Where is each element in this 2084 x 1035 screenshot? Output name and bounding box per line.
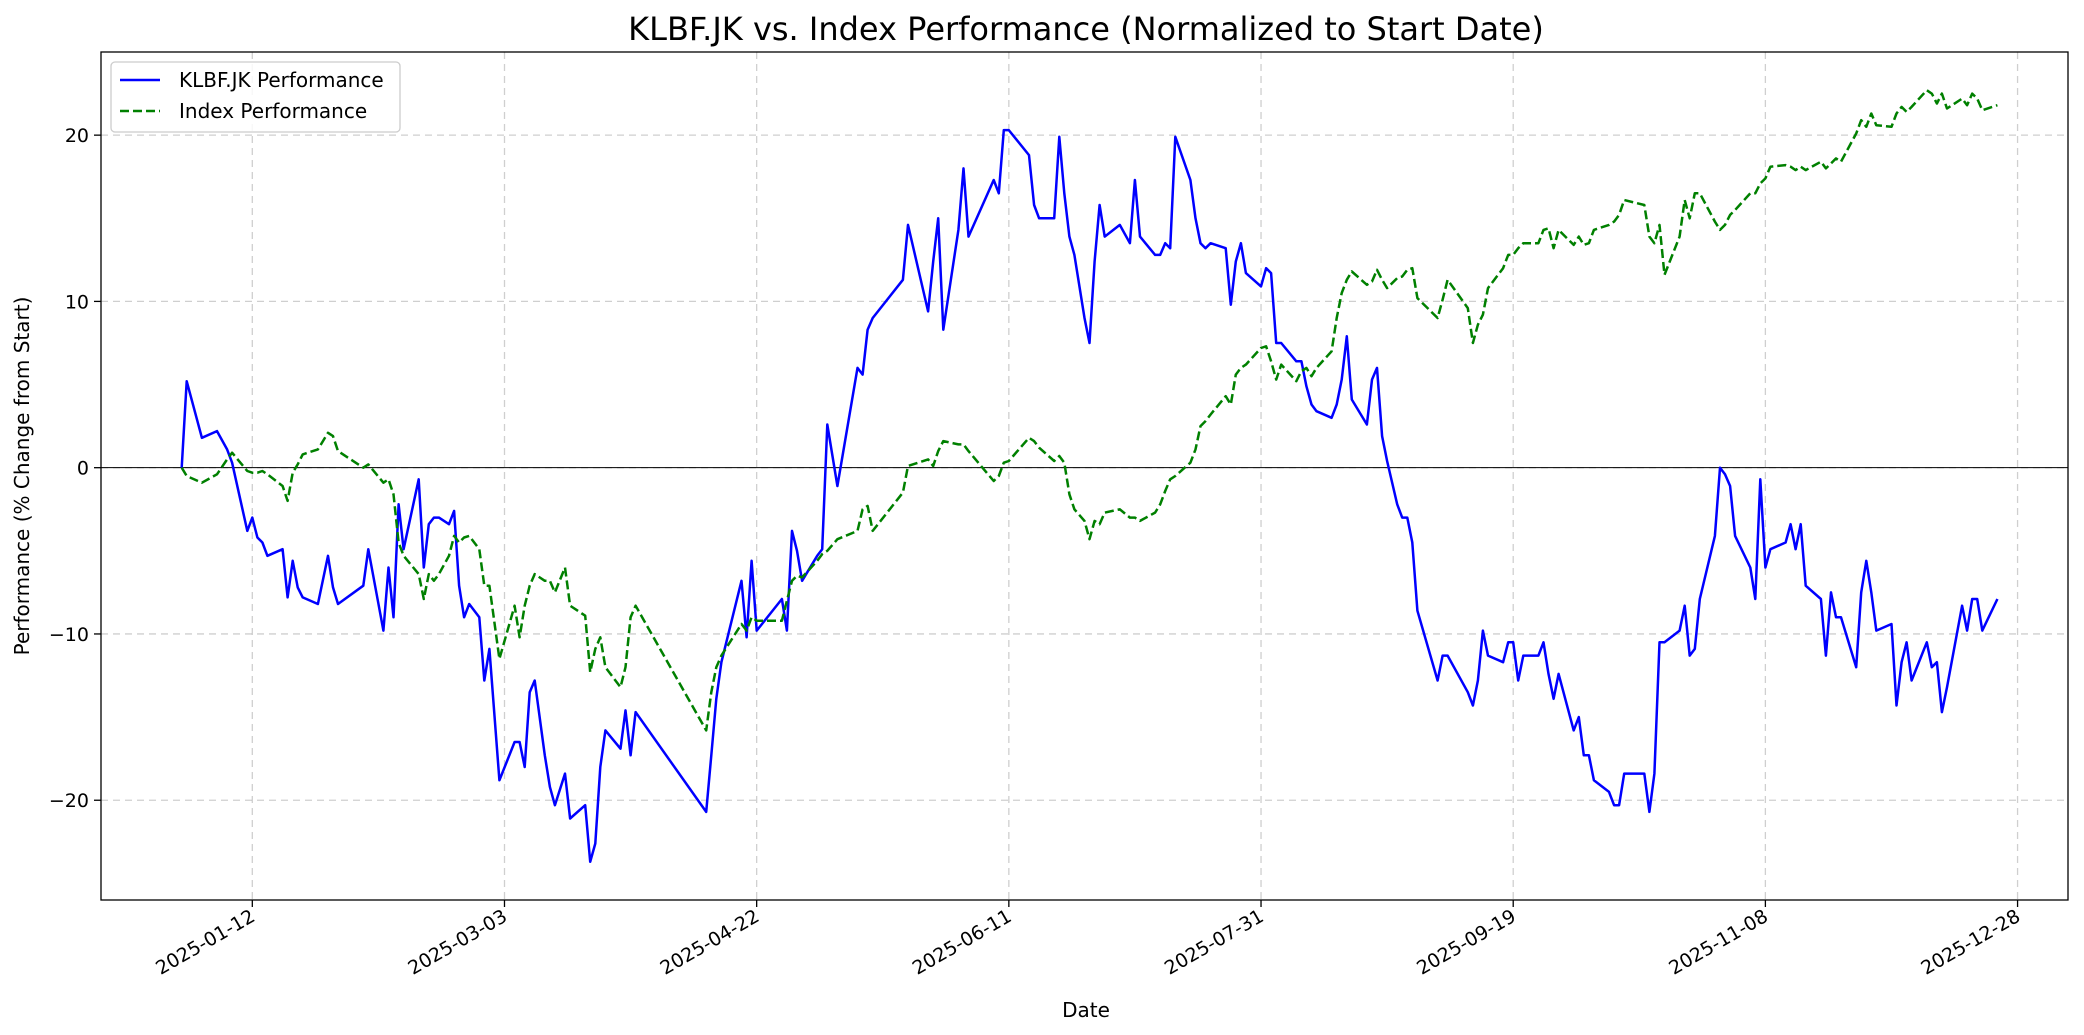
legend-box	[110, 61, 401, 133]
x-tick-label: 2025-04-22	[657, 905, 764, 979]
y-tick-label: 20	[65, 125, 89, 147]
legend-label-klbf: KLBF.JK Performance	[179, 68, 384, 92]
x-tick-label: 2025-12-28	[1917, 905, 2024, 979]
x-tick-label: 2025-06-11	[909, 905, 1016, 979]
y-tick-label: 10	[65, 291, 89, 313]
x-tick-label: 2025-07-31	[1161, 905, 1268, 979]
y-tick-label: −20	[49, 790, 89, 812]
x-tick-label: 2025-01-12	[152, 905, 259, 979]
series-line-index	[180, 88, 1998, 732]
legend: KLBF.JK Performance Index Performance	[110, 61, 401, 133]
x-tick-label: 2025-11-08	[1665, 905, 1772, 979]
x-axis-label: Date	[1062, 998, 1110, 1022]
x-axis-ticks: 2025-01-12 2025-03-03 2025-04-22 2025-06-11…	[152, 900, 2024, 980]
grid-layer	[101, 52, 2068, 900]
series-layer	[180, 88, 1999, 864]
y-tick-label: 0	[77, 458, 89, 480]
y-tick-label: −10	[49, 624, 89, 646]
legend-label-index: Index Performance	[179, 99, 367, 123]
y-axis-label: Performance (% Change from Start)	[10, 297, 34, 656]
chart-title: KLBF.JK vs. Index Performance (Normalize…	[628, 10, 1544, 48]
y-axis-ticks: −20 −10 0 10 20	[49, 125, 101, 812]
x-tick-label: 2025-09-19	[1413, 905, 1520, 979]
plot-frame	[100, 51, 2069, 901]
x-tick-label: 2025-03-03	[404, 905, 511, 979]
series-line-klbf	[180, 128, 1999, 864]
